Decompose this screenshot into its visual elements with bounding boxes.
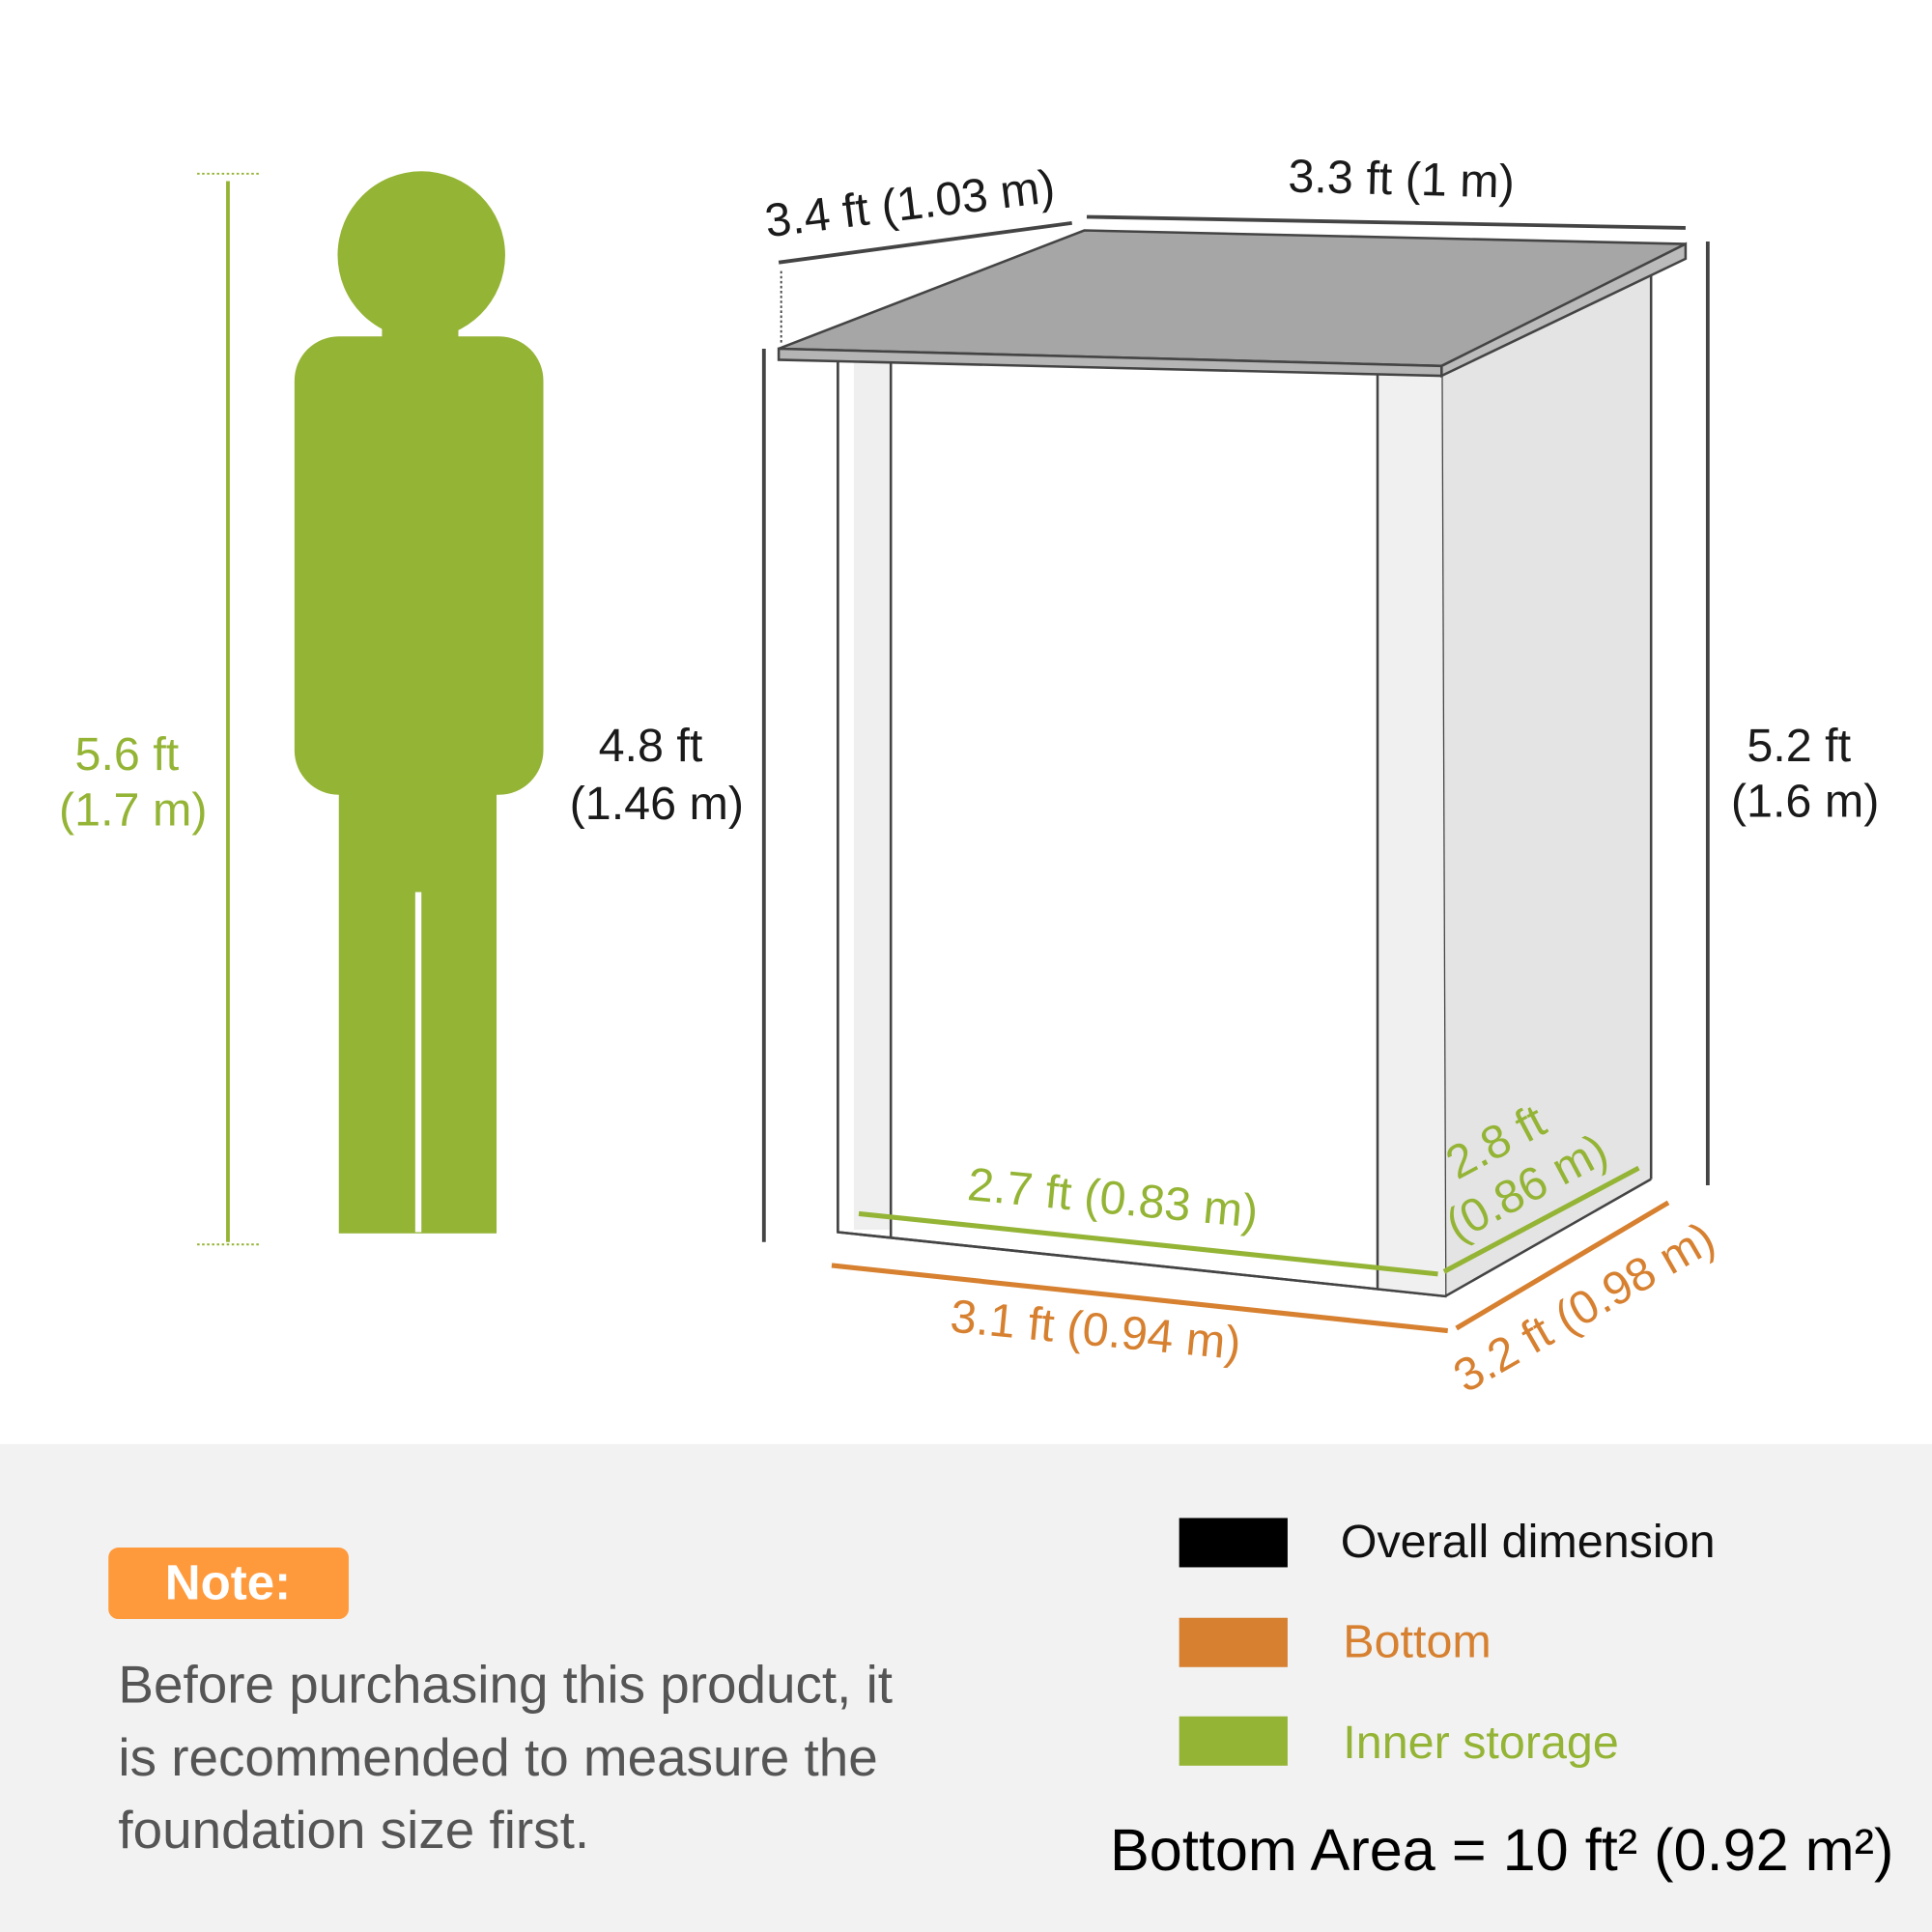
bottom-area: Bottom Area = 10 ft² (0.92 m²) (1110, 1817, 1893, 1883)
legend: Overall dimension Bottom Inner storage (1179, 1516, 1716, 1769)
inner-dimension-lines (858, 1165, 1640, 1277)
depth-top-label: 3.4 ft (1.03 m) (762, 160, 1058, 247)
note-badge (108, 1548, 349, 1620)
back-height-m: (1.6 m) (1731, 776, 1879, 828)
note-line-1: Before purchasing this product, it (118, 1655, 893, 1715)
bottom-dimension-lines (831, 1200, 1670, 1334)
person-height-m: (1.7 m) (59, 784, 207, 837)
info-panel (0, 1443, 1932, 1932)
width-top-label: 3.3 ft (1 m) (1288, 150, 1516, 208)
note-line-2: is recommended to measure the (118, 1727, 877, 1787)
legend-label-overall: Overall dimension (1341, 1516, 1716, 1568)
overall-dimension-lines (761, 214, 1710, 1242)
legend-swatch-inner (1179, 1716, 1288, 1766)
person-height-ft: 5.6 ft (75, 728, 180, 781)
legend-label-inner: Inner storage (1343, 1717, 1619, 1769)
front-height-ft: 4.8 ft (599, 720, 703, 772)
person-height-line (197, 172, 259, 1246)
person-silhouette (294, 171, 544, 1234)
legend-label-bottom: Bottom (1343, 1616, 1492, 1668)
shed-drawing (777, 229, 1688, 1298)
back-height-ft: 5.2 ft (1747, 720, 1851, 772)
note-line-3: foundation size first. (118, 1800, 589, 1860)
legend-swatch-bottom (1179, 1617, 1288, 1667)
legend-swatch-overall (1179, 1518, 1288, 1568)
front-height-m: (1.46 m) (570, 778, 744, 830)
note-label: Note: (165, 1555, 291, 1610)
